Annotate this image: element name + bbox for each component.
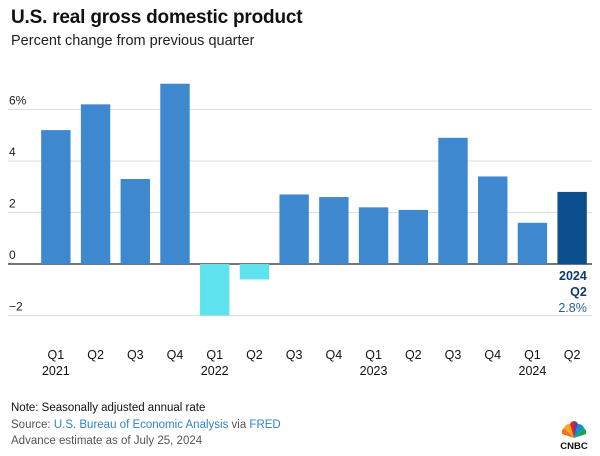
bar <box>120 179 150 264</box>
bar <box>398 209 428 264</box>
x-tick-label: Q2 <box>564 348 581 362</box>
source-mid: via <box>228 419 250 431</box>
x-tick-label: Q3 <box>127 348 144 362</box>
y-tick-label: −2 <box>9 300 23 314</box>
y-tick-label: 6% <box>9 94 27 108</box>
source-link-bea[interactable]: U.S. Bureau of Economic Analysis <box>53 419 229 431</box>
bar <box>358 207 389 264</box>
x-tick-label: Q4 <box>167 348 184 362</box>
year-label: 2021 <box>42 364 70 378</box>
x-tick-label: Q2 <box>87 348 104 362</box>
x-tick-label: Q1 <box>206 348 223 362</box>
gdp-bar-chart: 6% 4 2 0 −2 Q1 Q2 Q3 Q4 Q1 Q2 Q3 Q4 Q1 Q2 Q3 Q4 Q1 Q2 2021… <box>8 83 592 378</box>
logo-text: CNBC <box>560 441 588 452</box>
highlight-year: 2024 <box>559 269 587 283</box>
year-label: 2022 <box>201 364 229 378</box>
bar-layer <box>41 83 587 316</box>
y-tick-label: 0 <box>9 248 16 262</box>
bar <box>478 176 508 264</box>
bar <box>279 194 309 264</box>
x-tick-label: Q4 <box>484 348 501 362</box>
advance-estimate: Advance estimate as of July 25, 2024 <box>11 435 203 447</box>
highlight-quarter: Q2 <box>570 285 587 299</box>
source-prefix: Source: <box>11 419 54 431</box>
bar <box>517 222 548 264</box>
label-layer: Q1 Q2 Q3 Q4 Q1 Q2 Q3 Q4 Q1 Q2 Q3 Q4 Q1 Q2 2021 2022 2023… <box>42 269 587 378</box>
bar <box>557 191 587 264</box>
source-line: Source: U.S. Bureau of Economic Analysis… <box>11 419 281 431</box>
x-tick-label: Q2 <box>405 348 422 362</box>
year-label: 2024 <box>519 364 547 378</box>
y-tick-label: 4 <box>9 145 16 159</box>
bar <box>239 264 270 280</box>
nbc-peacock-icon <box>561 421 587 438</box>
x-tick-label: Q1 <box>365 348 382 362</box>
chart-title: U.S. real gross domestic product <box>11 7 303 28</box>
year-label: 2023 <box>360 364 388 378</box>
bar <box>41 130 71 264</box>
x-tick-label: Q1 <box>524 348 541 362</box>
bar <box>200 264 230 316</box>
bar <box>160 83 190 264</box>
chart-subtitle: Percent change from previous quarter <box>11 33 255 49</box>
x-tick-label: Q4 <box>326 348 343 362</box>
y-tick-label: 2 <box>9 197 16 211</box>
highlight-value: 2.8% <box>558 301 587 315</box>
footnote: Note: Seasonally adjusted annual rate <box>11 402 206 414</box>
bar <box>80 104 111 264</box>
source-link-fred[interactable]: FRED <box>249 419 281 431</box>
bar <box>319 197 349 264</box>
x-tick-label: Q2 <box>246 348 263 362</box>
cnbc-logo: CNBC <box>560 421 588 452</box>
x-tick-label: Q3 <box>445 348 462 362</box>
x-tick-label: Q1 <box>48 348 65 362</box>
bar <box>438 137 468 264</box>
x-tick-label: Q3 <box>286 348 303 362</box>
